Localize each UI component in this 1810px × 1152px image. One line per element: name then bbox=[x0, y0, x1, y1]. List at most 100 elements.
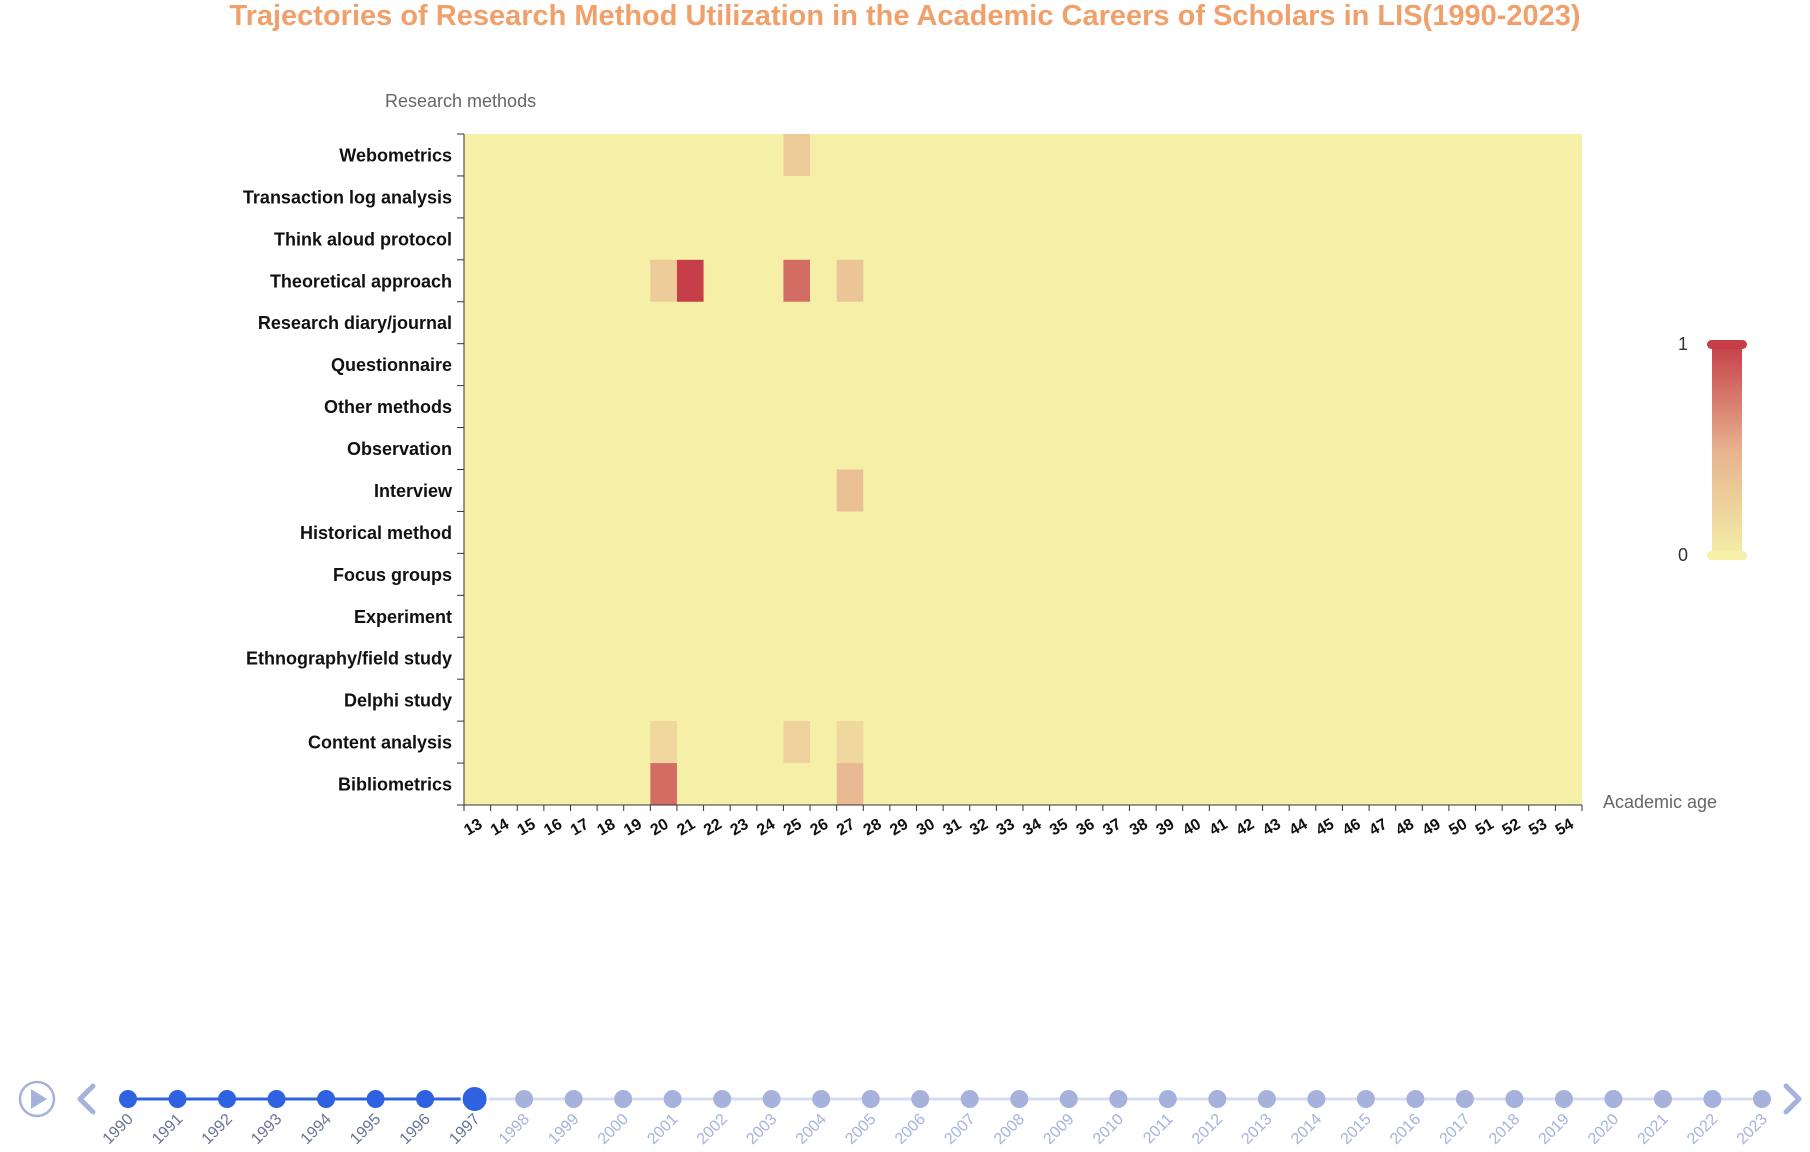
x-tick-label: 29 bbox=[887, 816, 911, 840]
timeline-point[interactable] bbox=[960, 1090, 979, 1108]
timeline-year-label[interactable]: 1999 bbox=[545, 1111, 582, 1148]
timeline-year-label[interactable]: 1998 bbox=[496, 1111, 533, 1148]
timeline-year-label[interactable]: 2014 bbox=[1288, 1111, 1325, 1148]
timeline-point[interactable] bbox=[1653, 1090, 1672, 1108]
x-axis: 13 14 15 16 17 18 19 20 21 22 23 24 25 26 27 28 29 30 31 32… bbox=[461, 804, 1583, 840]
timeline-year-label[interactable]: 1991 bbox=[149, 1111, 186, 1148]
timeline-year-label[interactable]: 1992 bbox=[199, 1111, 236, 1148]
heatmap-cell[interactable] bbox=[676, 259, 704, 302]
timeline-year-label[interactable]: 2023 bbox=[1734, 1111, 1771, 1148]
timeline-year-label[interactable]: 2003 bbox=[743, 1111, 780, 1148]
timeline-year-label[interactable]: 2020 bbox=[1585, 1111, 1622, 1148]
timeline-point[interactable] bbox=[366, 1090, 385, 1108]
heatmap-cell[interactable] bbox=[650, 763, 677, 805]
timeline-year-label[interactable]: 2008 bbox=[991, 1111, 1028, 1148]
timeline-point[interactable] bbox=[1356, 1090, 1375, 1108]
timeline-point[interactable] bbox=[168, 1090, 187, 1108]
timeline-year-label[interactable]: 1994 bbox=[298, 1111, 335, 1148]
timeline-year-label[interactable]: 2019 bbox=[1536, 1111, 1573, 1148]
timeline-year-label[interactable]: 2004 bbox=[793, 1111, 830, 1148]
timeline-point[interactable] bbox=[1208, 1090, 1227, 1108]
timeline-point[interactable] bbox=[1505, 1090, 1524, 1108]
timeline-point[interactable] bbox=[1109, 1090, 1128, 1108]
x-tick-label: 52 bbox=[1500, 816, 1524, 840]
timeline-point[interactable] bbox=[1158, 1090, 1177, 1108]
timeline-year-label[interactable]: 1996 bbox=[397, 1111, 434, 1148]
play-icon[interactable] bbox=[18, 1080, 56, 1118]
timeline-point[interactable] bbox=[1307, 1090, 1326, 1108]
y-tick-label: Focus groups bbox=[333, 565, 452, 585]
y-tick-label: Observation bbox=[347, 439, 452, 459]
visual-map-legend[interactable]: 1 0 bbox=[1678, 334, 1747, 565]
legend-handle-min[interactable] bbox=[1707, 551, 1747, 560]
heatmap-cell[interactable] bbox=[650, 721, 677, 764]
x-tick-label: 45 bbox=[1313, 816, 1337, 840]
heatmap-cell[interactable] bbox=[836, 763, 864, 805]
timeline-year-label[interactable]: 2002 bbox=[694, 1111, 731, 1148]
timeline-point[interactable] bbox=[564, 1090, 583, 1108]
timeline-year-label[interactable]: 2007 bbox=[941, 1111, 978, 1148]
timeline-point[interactable] bbox=[1455, 1090, 1474, 1108]
timeline-year-label[interactable]: 2005 bbox=[842, 1111, 879, 1148]
heatmap-cell[interactable] bbox=[783, 259, 811, 302]
timeline-points: 1990 1991 1992 1993 1994 1995 1996 1997 1998 1999… bbox=[100, 1085, 1771, 1148]
timeline-point[interactable] bbox=[713, 1090, 732, 1108]
timeline-year-label[interactable]: 2011 bbox=[1140, 1111, 1176, 1147]
y-tick-label: Think aloud protocol bbox=[274, 229, 452, 249]
timeline-point[interactable] bbox=[1554, 1090, 1573, 1108]
timeline-point[interactable] bbox=[119, 1090, 137, 1108]
timeline-point[interactable] bbox=[812, 1090, 831, 1108]
timeline-point[interactable] bbox=[218, 1090, 237, 1108]
timeline-point[interactable] bbox=[1703, 1090, 1722, 1108]
timeline-year-label[interactable]: 2001 bbox=[644, 1111, 681, 1148]
heatmap-cell[interactable] bbox=[836, 469, 864, 512]
timeline-point[interactable] bbox=[663, 1090, 682, 1108]
timeline-point[interactable] bbox=[1059, 1090, 1078, 1108]
timeline-point[interactable] bbox=[1604, 1090, 1623, 1108]
timeline-point[interactable] bbox=[911, 1090, 930, 1108]
heatmap-cell[interactable] bbox=[783, 134, 811, 176]
timeline-year-label[interactable]: 2017 bbox=[1437, 1111, 1474, 1148]
chevron-right-icon[interactable] bbox=[1783, 1083, 1802, 1115]
heatmap-cell[interactable] bbox=[783, 721, 811, 764]
heatmap-cell[interactable] bbox=[836, 259, 864, 302]
timeline-point[interactable] bbox=[317, 1090, 336, 1108]
timeline-year-label[interactable]: 2015 bbox=[1338, 1111, 1375, 1148]
timeline-year-label[interactable]: 2012 bbox=[1189, 1111, 1226, 1148]
timeline-point[interactable] bbox=[614, 1090, 633, 1108]
timeline-year-label[interactable]: 2021 bbox=[1635, 1111, 1672, 1148]
timeline-point[interactable] bbox=[762, 1090, 781, 1108]
x-tick-label: 13 bbox=[461, 816, 485, 840]
heatmap-cell[interactable] bbox=[650, 259, 677, 302]
timeline-point[interactable] bbox=[515, 1090, 534, 1108]
heatmap-cell[interactable] bbox=[836, 721, 864, 764]
legend-handle-max[interactable] bbox=[1707, 340, 1747, 349]
heatmap-cells bbox=[464, 134, 1582, 805]
timeline-year-label[interactable]: 2018 bbox=[1486, 1111, 1523, 1148]
timeline-point[interactable] bbox=[416, 1090, 435, 1108]
timeline-year-label[interactable]: 2000 bbox=[595, 1111, 632, 1148]
timeline-point[interactable] bbox=[1406, 1090, 1425, 1108]
timeline-point[interactable] bbox=[1010, 1090, 1029, 1108]
timeline-year-label[interactable]: 1990 bbox=[100, 1111, 137, 1148]
chevron-left-icon[interactable] bbox=[77, 1083, 96, 1115]
timeline-year-label[interactable]: 2006 bbox=[892, 1111, 929, 1148]
x-axis-title: Academic age bbox=[1603, 792, 1717, 812]
timeline-current-point[interactable] bbox=[460, 1085, 489, 1113]
timeline-year-label[interactable]: 2013 bbox=[1238, 1111, 1275, 1148]
timeline-year-label[interactable]: 2009 bbox=[1040, 1111, 1077, 1148]
timeline-point[interactable] bbox=[1257, 1090, 1276, 1108]
timeline-year-label[interactable]: 1995 bbox=[347, 1111, 384, 1148]
timeline-point[interactable] bbox=[267, 1090, 286, 1108]
timeline-year-label[interactable]: 2010 bbox=[1090, 1111, 1127, 1148]
x-tick-label: 26 bbox=[807, 816, 831, 840]
timeline-point[interactable] bbox=[861, 1090, 880, 1108]
timeline-year-label[interactable]: 2022 bbox=[1684, 1111, 1721, 1148]
timeline-year-label[interactable]: 1993 bbox=[248, 1111, 285, 1148]
timeline-point[interactable] bbox=[1753, 1090, 1771, 1108]
timeline-year-label[interactable]: 2016 bbox=[1387, 1111, 1424, 1148]
x-tick-label: 41 bbox=[1207, 816, 1231, 840]
y-tick-label: Research diary/journal bbox=[258, 313, 452, 333]
y-tick-label: Webometrics bbox=[339, 145, 452, 165]
timeline-year-label[interactable]: 1997 bbox=[446, 1111, 483, 1148]
